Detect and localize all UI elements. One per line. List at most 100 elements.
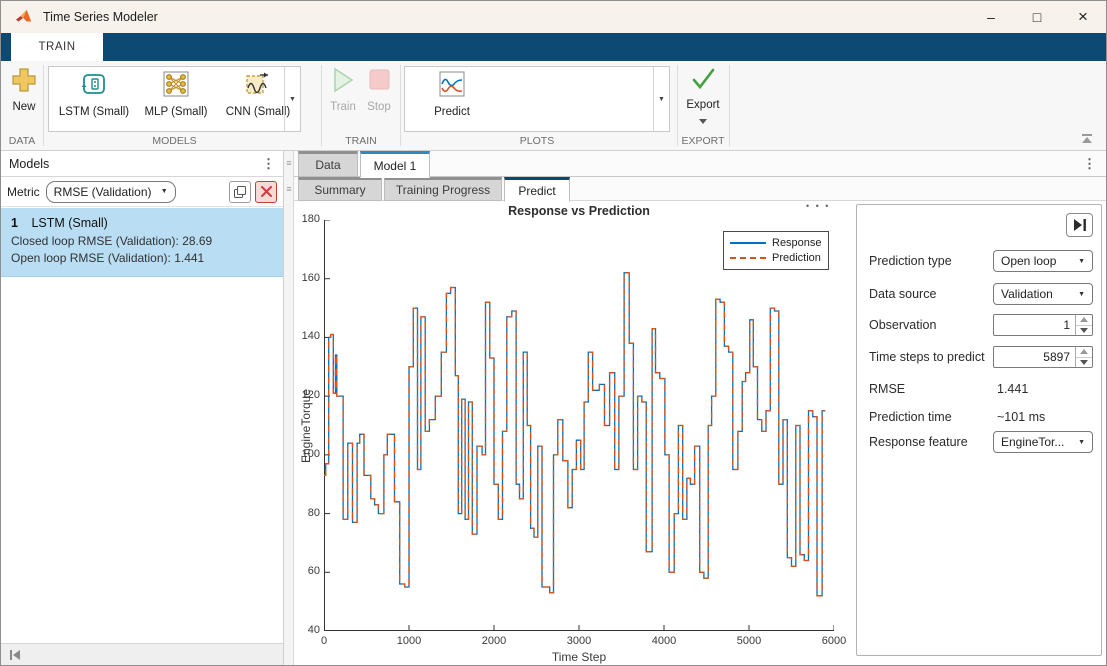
model-template-label: CNN (Small) — [225, 106, 291, 118]
tab-summary[interactable]: Summary — [298, 177, 382, 201]
model-item-title: 1 LSTM (Small) — [11, 216, 273, 230]
chart-options-icon[interactable]: • • • — [806, 201, 831, 211]
legend-label: Response — [772, 236, 822, 249]
prediction-type-dropdown[interactable]: Open loop ▼ — [993, 250, 1093, 272]
section-label-export: EXPORT — [681, 135, 725, 147]
spinner-arrows — [1075, 347, 1092, 367]
minimize-button[interactable]: – — [987, 9, 995, 25]
time-steps-input[interactable] — [994, 347, 1075, 367]
spinner-up-button[interactable] — [1076, 315, 1092, 326]
predict-view: Response vs Prediction • • • EngineTorqu… — [294, 201, 1106, 665]
model-template-lstm[interactable]: LSTM (Small) — [53, 71, 135, 118]
data-source-dropdown[interactable]: Validation ▼ — [993, 283, 1093, 305]
triangle-down-icon — [1080, 359, 1088, 365]
new-button[interactable]: New — [5, 67, 43, 113]
section-label-train: TRAIN — [345, 135, 377, 147]
model-list-item-selected[interactable]: 1 LSTM (Small) Closed loop RMSE (Validat… — [1, 208, 283, 277]
prediction-time-value: ~101 ms — [997, 410, 1046, 424]
plots-gallery-dropdown[interactable]: ▼ — [653, 67, 669, 131]
response-vs-prediction-chart: Response vs Prediction • • • EngineTorqu… — [294, 201, 854, 665]
window-title: Time Series Modeler — [43, 10, 158, 24]
plots-gallery: Predict ▼ — [404, 66, 670, 132]
panel-splitter[interactable]: ≡ ≡ — [284, 151, 294, 665]
prediction-line-sample — [730, 256, 766, 259]
collapse-ribbon-icon[interactable] — [1080, 134, 1094, 144]
y-tick-label: 80 — [307, 506, 320, 519]
section-label-models: MODELS — [152, 135, 197, 147]
observation-input[interactable] — [994, 315, 1075, 335]
train-button[interactable]: Train — [326, 67, 360, 113]
duplicate-model-button[interactable] — [229, 180, 251, 203]
triangle-down-icon — [1080, 327, 1088, 333]
rmse-value: 1.441 — [997, 382, 1029, 396]
models-panel: Models ⋮ Metric RMSE (Validation) ▼ — [1, 151, 284, 665]
observation-spinner — [993, 314, 1093, 336]
data-source-row: Data source Validation ▼ — [869, 282, 1093, 306]
ribbon-tab-train[interactable]: TRAIN — [11, 33, 103, 61]
tab-predict[interactable]: Predict — [504, 177, 570, 202]
mlp-icon — [163, 71, 189, 97]
models-panel-bottom-bar — [1, 643, 283, 665]
models-gallery-dropdown[interactable]: ▼ — [284, 67, 300, 131]
spinner-down-button[interactable] — [1076, 326, 1092, 336]
tab-training-progress[interactable]: Training Progress — [384, 177, 502, 201]
metric-dropdown[interactable]: RMSE (Validation) ▼ — [45, 180, 176, 203]
export-button[interactable]: Export — [681, 67, 725, 129]
y-tick-label: 60 — [307, 565, 320, 578]
spinner-arrows — [1075, 315, 1092, 335]
response-feature-value: EngineTor... — [1001, 435, 1065, 449]
chevron-down-icon: ▼ — [1078, 290, 1085, 298]
model-template-mlp[interactable]: MLP (Small) — [135, 71, 217, 118]
prediction-type-row: Prediction type Open loop ▼ — [869, 249, 1093, 273]
ribbon-tab-strip: TRAIN — [1, 33, 1106, 61]
data-source-label: Data source — [869, 287, 937, 301]
document-tab-menu-icon[interactable]: ⋮ — [1083, 156, 1096, 171]
check-icon — [692, 68, 715, 90]
play-icon — [334, 67, 354, 93]
observation-row: Observation — [869, 313, 1093, 337]
metric-label: Metric — [7, 184, 40, 199]
run-prediction-button[interactable] — [1066, 213, 1093, 237]
rmse-row: RMSE 1.441 — [869, 377, 1093, 401]
content-area: Models ⋮ Metric RMSE (Validation) ▼ — [1, 151, 1106, 665]
title-bar: Time Series Modeler – □ × — [1, 1, 1106, 33]
y-tick-label: 100 — [301, 447, 320, 460]
matlab-logo-icon — [15, 9, 32, 22]
model-item-metric-open: Open loop RMSE (Validation): 1.441 — [11, 251, 205, 265]
predict-plot-button[interactable]: Predict — [411, 71, 493, 118]
ribbon-separator — [321, 65, 322, 146]
delete-model-button[interactable] — [255, 180, 277, 203]
ribbon-separator — [400, 65, 401, 146]
model-item-name: LSTM (Small) — [31, 216, 108, 230]
x-tick-label: 0 — [320, 635, 328, 647]
x-axis-label: Time Step — [551, 650, 607, 664]
model-item-metric-closed: Closed loop RMSE (Validation): 28.69 — [11, 234, 213, 248]
plot-canvas[interactable] — [324, 220, 834, 631]
stop-button[interactable]: Stop — [362, 67, 396, 113]
spinner-down-button[interactable] — [1076, 358, 1092, 368]
close-button[interactable]: × — [1078, 7, 1088, 26]
ribbon-separator — [677, 65, 678, 146]
response-feature-dropdown[interactable]: EngineTor... ▼ — [993, 431, 1093, 453]
response-feature-row: Response feature EngineTor... ▼ — [869, 430, 1093, 454]
maximize-button[interactable]: □ — [1032, 9, 1042, 25]
rmse-label: RMSE — [869, 382, 906, 396]
stop-icon — [369, 69, 390, 90]
x-tick-label: 1000 — [396, 635, 422, 647]
section-label-data: DATA — [8, 135, 36, 147]
models-gallery: LSTM (Small) MLP (Small) — [48, 66, 301, 132]
train-button-label: Train — [330, 101, 356, 113]
collapse-panel-icon[interactable] — [9, 649, 21, 660]
tab-data[interactable]: Data — [298, 151, 358, 177]
model-template-cnn[interactable]: CNN (Small) — [217, 71, 299, 118]
models-panel-menu-icon[interactable]: ⋮ — [262, 155, 275, 171]
spinner-up-button[interactable] — [1076, 347, 1092, 358]
y-tick-label: 140 — [301, 330, 320, 343]
model-template-label: LSTM (Small) — [58, 106, 130, 118]
observation-label: Observation — [869, 318, 937, 332]
plus-icon — [12, 68, 36, 92]
response-line — [324, 272, 826, 597]
chevron-down-icon: ▼ — [160, 188, 168, 195]
tab-model-1[interactable]: Model 1 — [360, 151, 430, 178]
lstm-icon — [81, 74, 105, 94]
